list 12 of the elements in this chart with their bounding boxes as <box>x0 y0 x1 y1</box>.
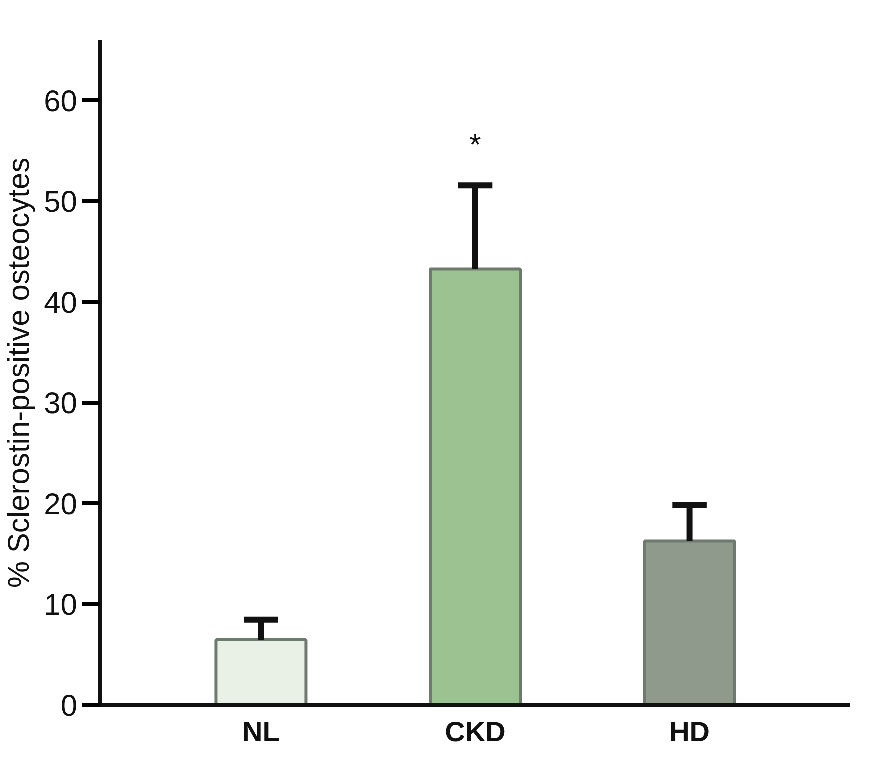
x-tick-label: HD <box>670 716 710 748</box>
x-tick-label: CKD <box>445 716 506 748</box>
x-tick-label: NL <box>242 716 280 748</box>
y-tick-label: 0 <box>60 690 78 723</box>
y-tick-label: 20 <box>44 488 78 522</box>
y-tick-label: 30 <box>44 388 78 421</box>
y-tick-label: 10 <box>44 589 78 622</box>
y-axis-title: % Sclerostin-positive osteocytes <box>3 158 36 588</box>
annotation: * <box>470 129 482 162</box>
y-tick-label: 40 <box>44 286 78 320</box>
y-tick-label: 50 <box>44 186 78 220</box>
y-tick-label: 60 <box>44 85 78 118</box>
